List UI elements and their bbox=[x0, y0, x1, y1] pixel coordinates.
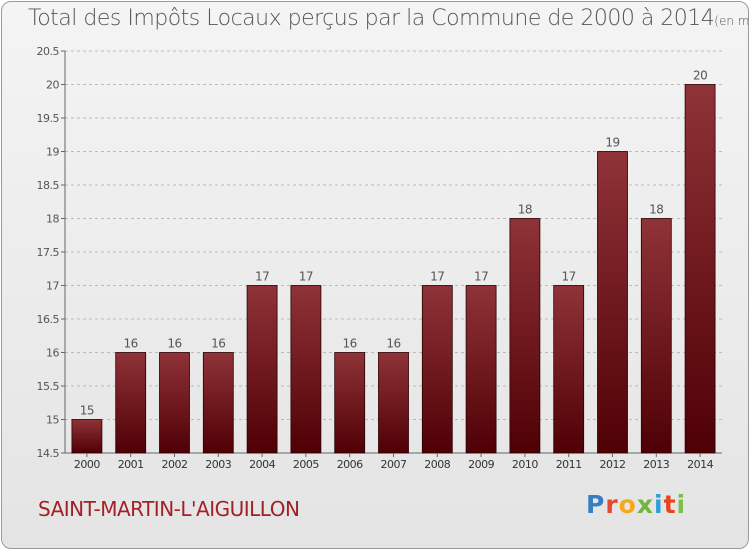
data-label: 19 bbox=[605, 136, 619, 150]
bar bbox=[421, 285, 453, 454]
y-tick-label: 18.5 bbox=[37, 179, 60, 192]
data-label: 17 bbox=[430, 270, 444, 284]
data-label: 15 bbox=[80, 404, 94, 418]
bar bbox=[465, 285, 497, 454]
y-tick-label: 19.5 bbox=[37, 112, 60, 125]
x-tick-label: 2010 bbox=[512, 458, 538, 471]
data-label: 16 bbox=[167, 337, 181, 351]
title-text: Total des Impôts Locaux perçus par la Co… bbox=[28, 6, 715, 31]
y-tick-label: 20.5 bbox=[37, 45, 60, 58]
bar bbox=[334, 352, 366, 454]
x-tick-label: 2009 bbox=[468, 458, 494, 471]
x-tick-label: 2013 bbox=[643, 458, 669, 471]
y-tick-label: 15.5 bbox=[37, 380, 60, 393]
x-tick-label: 2014 bbox=[687, 458, 713, 471]
bar bbox=[640, 218, 672, 454]
data-label: 17 bbox=[299, 270, 313, 284]
proxiti-logo: Proxiti bbox=[586, 490, 687, 519]
x-tick-label: 2000 bbox=[74, 458, 100, 471]
data-label: 16 bbox=[386, 337, 400, 351]
bar bbox=[684, 84, 716, 454]
data-label: 18 bbox=[649, 203, 663, 217]
commune-name: SAINT-MARTIN-L'AIGUILLON bbox=[38, 497, 300, 521]
bar bbox=[378, 352, 409, 454]
unit-note: (en milliers d'€) bbox=[714, 14, 749, 28]
y-tick-label: 19 bbox=[46, 146, 59, 159]
bar bbox=[509, 218, 541, 454]
x-tick-label: 2005 bbox=[293, 458, 319, 471]
data-label: 17 bbox=[562, 270, 576, 284]
bar bbox=[290, 285, 322, 454]
y-tick-label: 16 bbox=[46, 347, 59, 360]
y-tick-label: 14.5 bbox=[37, 447, 60, 460]
bar bbox=[202, 352, 234, 454]
x-tick-label: 2007 bbox=[381, 458, 407, 471]
x-tick-label: 2003 bbox=[205, 458, 231, 471]
y-tick-label: 16.5 bbox=[37, 313, 60, 326]
y-tick-label: 18 bbox=[46, 213, 59, 226]
chart-title: Total des Impôts Locaux perçus par la Co… bbox=[28, 6, 749, 31]
data-label: 16 bbox=[211, 337, 225, 351]
y-tick-label: 17.5 bbox=[37, 246, 60, 259]
bar bbox=[159, 352, 190, 454]
x-tick-label: 2002 bbox=[162, 458, 188, 471]
x-tick-label: 2012 bbox=[600, 458, 626, 471]
data-label: 16 bbox=[124, 337, 138, 351]
data-label: 18 bbox=[518, 203, 532, 217]
data-label: 17 bbox=[474, 270, 488, 284]
x-tick-label: 2006 bbox=[337, 458, 363, 471]
bar bbox=[553, 285, 585, 454]
data-label: 17 bbox=[255, 270, 269, 284]
y-tick-label: 15 bbox=[46, 414, 59, 427]
bar bbox=[71, 419, 103, 454]
bar bbox=[246, 285, 278, 454]
x-tick-label: 2004 bbox=[249, 458, 275, 471]
x-tick-label: 2008 bbox=[424, 458, 450, 471]
data-label: 20 bbox=[693, 69, 707, 83]
x-tick-label: 2011 bbox=[556, 458, 582, 471]
data-label: 16 bbox=[343, 337, 357, 351]
bar bbox=[115, 352, 147, 454]
y-tick-label: 17 bbox=[46, 280, 59, 293]
x-tick-label: 2001 bbox=[118, 458, 144, 471]
y-tick-label: 20 bbox=[46, 79, 59, 92]
bar bbox=[597, 151, 628, 454]
